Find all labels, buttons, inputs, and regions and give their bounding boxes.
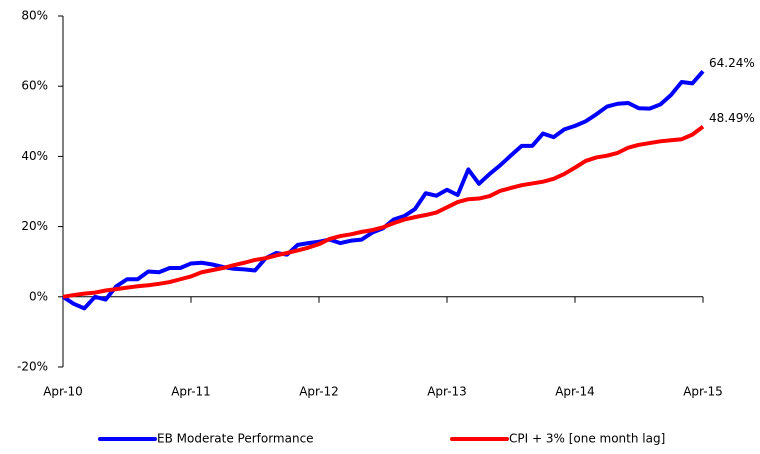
data-label: 48.49% xyxy=(709,111,755,125)
data-label: 64.24% xyxy=(709,56,755,70)
y-tick-label: 0% xyxy=(29,289,48,303)
y-tick-label: 80% xyxy=(21,9,48,23)
legend-label: CPI + 3% [one month lag] xyxy=(509,432,665,446)
legend-label: EB Moderate Performance xyxy=(157,432,314,446)
x-tick-label: Apr-10 xyxy=(43,385,83,399)
series-line xyxy=(61,69,705,311)
y-tick-label: 40% xyxy=(21,149,48,163)
x-tick-label: Apr-15 xyxy=(683,385,723,399)
series-line xyxy=(62,125,705,299)
x-tick-label: Apr-12 xyxy=(299,385,339,399)
x-tick-label: Apr-14 xyxy=(555,385,595,399)
y-tick-label: 60% xyxy=(21,79,48,93)
x-tick-label: Apr-11 xyxy=(171,385,211,399)
y-tick-label: 20% xyxy=(21,219,48,233)
y-tick-label: -20% xyxy=(17,360,48,374)
x-tick-label: Apr-13 xyxy=(427,385,467,399)
